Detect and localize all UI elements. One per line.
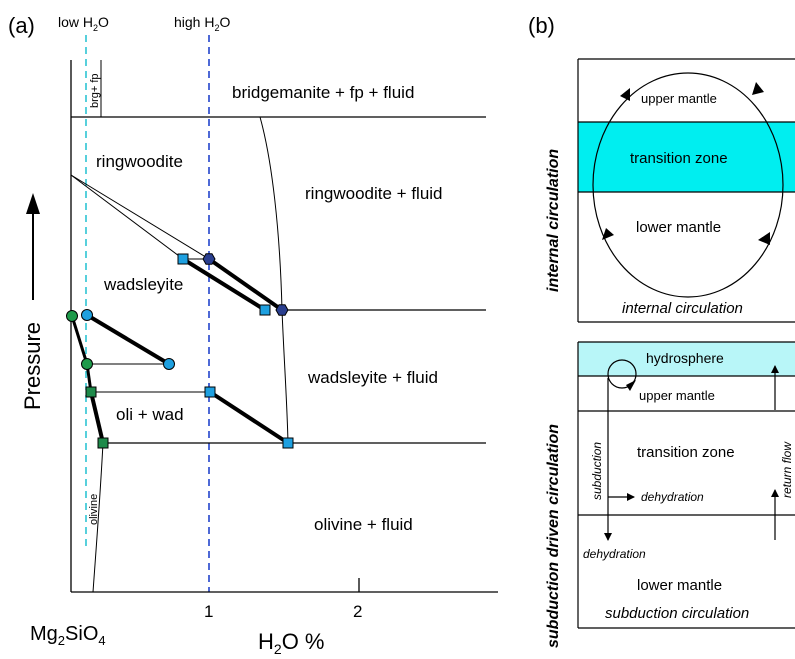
- thick-line-7: [208, 390, 290, 445]
- subduction-side-label: subduction driven circulation: [545, 424, 562, 648]
- square-marker-green: [85, 386, 97, 398]
- field-olivine-fluid: olivine + fluid: [314, 515, 413, 534]
- hydrosphere-band: [578, 342, 795, 376]
- field-wadsleyite-fluid: wadsleyite + fluid: [307, 368, 438, 387]
- tick-label-2: 2: [353, 602, 362, 621]
- hexagon-marker: [275, 304, 289, 316]
- arrow-icon: [752, 82, 764, 95]
- square-marker: [204, 386, 216, 398]
- square-marker: [282, 437, 294, 449]
- arrow-icon: [602, 228, 614, 240]
- field-bridgemanite: bridgemanite + fp + fluid: [232, 83, 414, 102]
- sub-caption: subduction circulation: [605, 605, 749, 622]
- hexagon-marker: [202, 253, 216, 265]
- square-marker-green: [97, 437, 109, 449]
- sub-lower-mantle: lower mantle: [637, 577, 722, 594]
- transition-zone-band: [578, 122, 795, 192]
- panel-b: (b) upper mantle transition zone lower m…: [528, 13, 795, 648]
- internal-side-label: internal circulation: [545, 149, 562, 292]
- panel-a: (a) low H2O high H2O: [8, 13, 498, 657]
- circle-marker-blue: [81, 309, 93, 321]
- circulation-loop: [592, 72, 784, 298]
- sub-dehydration-2: dehydration: [583, 547, 646, 561]
- sub-transition-zone: transition zone: [637, 444, 735, 461]
- subduction-loop: [607, 359, 637, 389]
- pressure-arrowhead-icon: [26, 193, 40, 214]
- panel-b-label: (b): [528, 13, 555, 38]
- internal-upper-mantle: upper mantle: [641, 91, 717, 106]
- internal-transition-zone: transition zone: [630, 150, 728, 167]
- solidus-curve: [259, 116, 289, 444]
- arrow-icon: [620, 88, 630, 101]
- x-origin-label: Mg2SiO4: [30, 623, 106, 648]
- field-ringwoodite-fluid: ringwoodite + fluid: [305, 184, 443, 203]
- internal-caption: internal circulation: [622, 300, 743, 317]
- arrow-icon: [758, 232, 770, 245]
- arrow-icon: [626, 380, 636, 391]
- circle-marker-blue: [163, 358, 175, 370]
- sub-return-flow: return flow: [780, 441, 794, 498]
- y-axis-label: Pressure: [20, 322, 45, 410]
- thick-line-1: [207, 257, 284, 312]
- sub-upper-mantle: upper mantle: [639, 388, 715, 403]
- field-ringwoodite: ringwoodite: [96, 152, 183, 171]
- circle-marker-green: [66, 310, 78, 322]
- sub-hydrosphere: hydrosphere: [646, 350, 724, 366]
- tick-label-1: 1: [204, 602, 213, 621]
- x-axis-label: H2O %: [258, 629, 324, 657]
- internal-lower-mantle: lower mantle: [636, 219, 721, 236]
- thick-line-4: [85, 313, 171, 366]
- thick-line-2: [181, 257, 267, 312]
- thick-line-3: [70, 315, 89, 365]
- thick-line-6: [89, 391, 105, 444]
- field-olivine: olivine: [88, 494, 100, 525]
- sub-subduction: subduction: [590, 442, 604, 500]
- field-oli-wad: oli + wad: [116, 405, 184, 424]
- square-marker: [259, 304, 271, 316]
- field-wadsleyite: wadsleyite: [103, 275, 183, 294]
- ring-wad-upper: [70, 174, 184, 260]
- internal-circulation-diagram: upper mantle transition zone lower mantl…: [577, 58, 795, 323]
- square-marker: [177, 253, 189, 265]
- field-brg-fp: brg+ fp: [89, 73, 101, 108]
- olivine-boundary: [92, 442, 104, 593]
- low-h2o-label: low H2O: [58, 14, 109, 33]
- subduction-circulation-diagram: hydrosphere upper mantle transition zone…: [577, 341, 795, 629]
- panel-a-label: (a): [8, 13, 35, 38]
- circle-marker-green: [81, 358, 93, 370]
- sub-dehydration-1: dehydration: [641, 490, 704, 504]
- high-h2o-label: high H2O: [174, 14, 230, 33]
- ring-wad-lower: [70, 174, 210, 260]
